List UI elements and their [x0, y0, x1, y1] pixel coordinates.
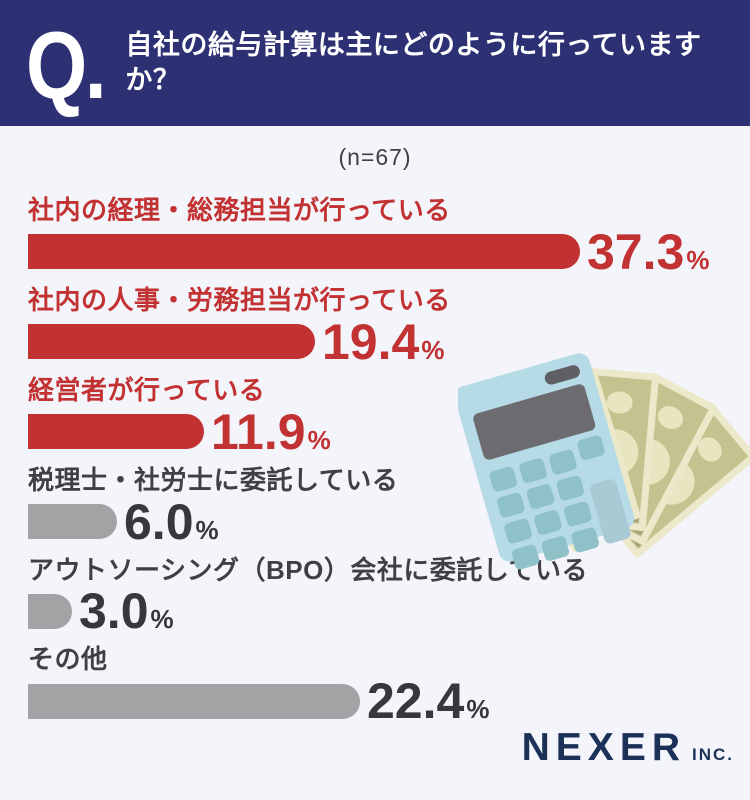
- bar-value: 6.0%: [124, 497, 219, 547]
- bar-value: 3.0%: [79, 586, 174, 636]
- bar-label: 税理士・社労士に委託している: [28, 464, 399, 495]
- bar-value-number: 11.9: [211, 403, 306, 460]
- bar-chart: 社内の経理・総務担当が行っている 37.3% 社内の人事・労務担当が行っている 19.…: [28, 195, 728, 735]
- bar-label: その他: [28, 644, 108, 675]
- percent-sign: %: [195, 514, 219, 545]
- bar-value-number: 22.4: [367, 673, 465, 730]
- bar: [28, 324, 315, 360]
- bar-value: 11.9%: [211, 407, 331, 457]
- question-header: Q. 自社の給与計算は主にどのように行っていますか？: [0, 0, 750, 126]
- chart-row: その他 22.4%: [28, 644, 728, 726]
- percent-sign: %: [307, 424, 331, 455]
- bar-value: 22.4%: [367, 676, 489, 726]
- bar: [28, 593, 72, 629]
- bar-value-number: 19.4: [322, 313, 420, 370]
- percent-sign: %: [466, 694, 490, 725]
- question-text: 自社の給与計算は主にどのように行っていますか？: [125, 29, 702, 95]
- bar: [28, 234, 580, 270]
- chart-row: 社内の経理・総務担当が行っている 37.3%: [28, 195, 728, 277]
- brand-name: NEXER: [521, 726, 686, 769]
- sample-size-note: (n=67): [338, 144, 412, 170]
- bar-label: 経営者が行っている: [28, 374, 266, 405]
- chart-row: 税理士・社労士に委託している 6.0%: [28, 464, 728, 547]
- bar-value: 19.4%: [322, 317, 444, 367]
- q-logo: Q.: [26, 11, 107, 119]
- brand-logo: NEXER INC.: [522, 726, 734, 770]
- brand-suffix: INC.: [692, 745, 734, 764]
- bar-value-number: 3.0: [79, 583, 149, 640]
- bar-label: 社内の人事・労務担当が行っている: [28, 284, 451, 315]
- bar-label: 社内の経理・総務担当が行っている: [28, 195, 451, 225]
- percent-sign: %: [421, 334, 445, 365]
- bar: [28, 683, 360, 719]
- percent-sign: %: [150, 604, 174, 635]
- bar-label: アウトソーシング（BPO）会社に委託している: [28, 554, 589, 585]
- bar-value-number: 37.3: [587, 223, 685, 280]
- calculator-icon: [454, 353, 635, 570]
- calculator-money-graphic: [454, 353, 750, 570]
- chart-row: 社内の人事・労務担当が行っている 19.4%: [28, 284, 728, 367]
- bar: [28, 414, 204, 450]
- percent-sign: %: [686, 244, 710, 275]
- illustration: [454, 300, 750, 605]
- bar-value-number: 6.0: [124, 493, 194, 550]
- bar-value: 37.3%: [587, 227, 709, 277]
- bar: [28, 504, 117, 540]
- chart-row: 経営者が行っている 11.9%: [28, 374, 728, 457]
- chart-row: アウトソーシング（BPO）会社に委託している 3.0%: [28, 554, 728, 636]
